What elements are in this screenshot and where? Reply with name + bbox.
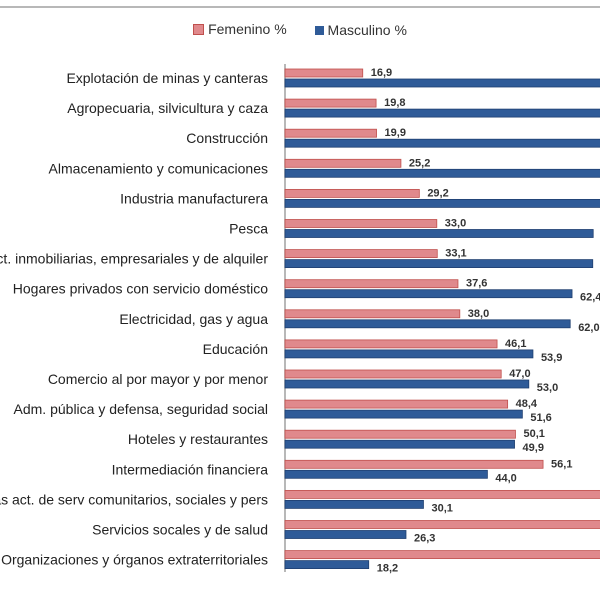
bar-masculino [284,560,370,569]
legend-swatch-femenino [193,23,205,35]
data-label-masculino: 44,0 [495,472,516,484]
bar-masculino [284,439,515,449]
category-label: Electricidad, gas y agua [119,311,268,327]
bar-femenino [284,219,438,228]
bar-masculino [284,198,600,208]
legend-label-femenino: Femenino % [208,21,287,37]
data-label-masculino: 30,1 [431,502,452,514]
data-label-masculino: 53,9 [541,352,562,364]
data-label-femenino: 19,9 [385,127,406,139]
bar-femenino [284,279,459,289]
category-label: Construcción [186,130,268,146]
legend-label-masculino: Masculino % [327,22,407,38]
bar-masculino [284,78,600,88]
data-label-femenino: 33,0 [445,218,466,230]
legend: Femenino % Masculino % [0,21,600,38]
bar-masculino [284,319,571,329]
category-label: Almacenamiento y comunicaciones [49,160,268,176]
data-label-femenino: 33,1 [445,248,466,260]
data-label-masculino: 18,2 [377,563,398,575]
data-label-masculino: 26,3 [414,533,435,545]
bar-masculino [284,168,600,178]
bar-femenino [284,520,600,529]
data-label-femenino: 47,0 [509,368,530,380]
category-label: Adm. pública y defensa, seguridad social [14,401,268,417]
legend-swatch-masculino [314,25,324,35]
category-label: Industria manufacturera [120,190,268,206]
data-label-masculino: 53,0 [537,382,558,394]
category-label: Educación [203,341,268,357]
bar-femenino [284,369,502,379]
bar-masculino [284,229,594,238]
bar-femenino [284,309,461,319]
data-label-femenino: 38,0 [468,308,489,320]
category-label: Otras act. de serv comunitarios, sociale… [0,491,268,507]
bar-femenino [284,68,364,78]
bar-femenino [284,550,600,559]
bar-femenino [284,459,544,469]
category-label: Servicios socales y de salud [92,522,268,538]
data-label-femenino: 16,9 [371,67,392,79]
data-label-masculino: 51,6 [530,412,551,424]
category-label: Intermediación financiera [112,461,269,477]
bar-femenino [284,98,377,108]
bar-femenino [284,489,600,499]
data-label-masculino: 62,0 [578,322,599,334]
bar-masculino [284,138,600,148]
category-label: Hogares privados con servicio doméstico [13,281,268,297]
bar-masculino [284,469,488,479]
bar-masculino [284,259,594,269]
category-label: Explotación de minas y canteras [66,70,268,86]
bar-masculino [284,499,424,509]
bar-masculino [284,349,534,359]
category-label: Pesca [229,221,268,237]
category-label: Agropecuaria, silvicultura y caza [67,100,268,116]
data-label-femenino: 29,2 [427,187,448,199]
bar-masculino [284,530,407,539]
category-label: Organizaciones y órganos extraterritoria… [1,552,268,568]
bar-femenino [284,429,516,439]
data-label-femenino: 25,2 [409,157,430,169]
bar-masculino [284,409,523,419]
category-label: Hoteles y restaurantes [128,431,268,447]
data-label-femenino: 50,1 [523,428,544,440]
bar-masculino [284,108,600,118]
bar-femenino [284,249,438,259]
category-label: Comercio al por mayor y por menor [48,371,269,387]
bar-femenino [284,158,402,168]
data-label-femenino: 56,1 [551,458,572,470]
data-label-masculino: 62,4 [580,292,600,304]
legend-item-femenino: Femenino % [193,21,287,37]
data-label-femenino: 37,6 [466,278,487,290]
top-divider [0,6,600,8]
bar-femenino [284,399,509,409]
bar-femenino [284,339,498,349]
legend-item-masculino: Masculino % [314,22,407,38]
data-label-femenino: 46,1 [505,338,526,350]
data-label-masculino: 49,9 [523,442,544,454]
bar-femenino [284,128,377,138]
data-label-femenino: 48,4 [516,398,538,410]
category-label: Act. inmobiliarias, empresariales y de a… [0,251,268,267]
bar-masculino [284,289,573,299]
data-label-femenino: 19,8 [384,97,405,109]
bar-femenino [284,188,420,198]
bar-masculino [284,379,530,389]
